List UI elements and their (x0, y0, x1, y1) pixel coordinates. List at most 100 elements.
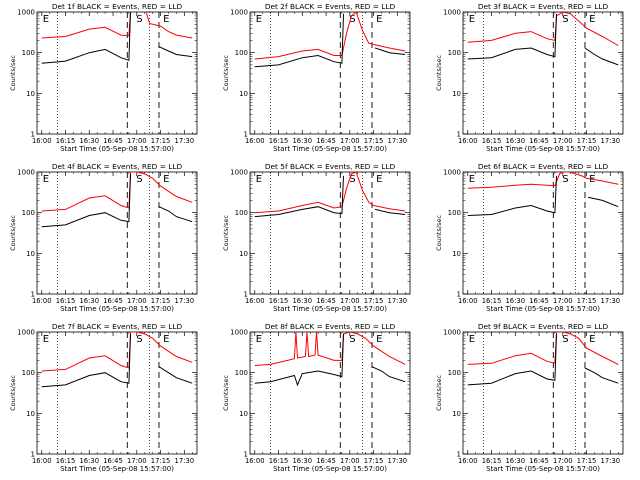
x-tick-label: 16:00 (458, 137, 478, 145)
event-marker-letter: S (136, 174, 142, 185)
panel-det-4: Det 4f BLACK = Events, RED = LLD 1 10 100 10… (9, 162, 198, 313)
event-marker-letter: S (562, 14, 568, 25)
series-line-events-black (41, 173, 193, 228)
y-tick-label: 100 (235, 209, 248, 217)
x-tick-label: 16:00 (245, 457, 265, 465)
panel-title: Det 4f BLACK = Events, RED = LLD (52, 162, 183, 171)
x-tick-label: 16:45 (103, 137, 123, 145)
x-tick-label: 16:45 (529, 137, 549, 145)
panel-title: Det 5f BLACK = Events, RED = LLD (265, 162, 396, 171)
x-tick-label: 17:00 (553, 297, 573, 305)
series-line-lld-red (41, 172, 193, 212)
panel-det-2: Det 2f BLACK = Events, RED = LLD 1 10 100 10… (222, 2, 411, 153)
event-marker-letter: S (349, 334, 355, 345)
series-line-lld-red (467, 12, 619, 46)
x-tick-label: 17:00 (127, 457, 147, 465)
x-tick-label: 16:45 (316, 457, 336, 465)
event-marker-letter: E (43, 14, 49, 25)
plot-frame (36, 11, 198, 135)
event-marker-letter: S (562, 334, 568, 345)
x-tick-label: 16:15 (269, 457, 289, 465)
event-marker-letter: E (469, 14, 475, 25)
x-tick-label: 17:15 (151, 297, 171, 305)
event-marker-letter: E (376, 14, 382, 25)
x-tick-label: 17:15 (364, 297, 384, 305)
x-tick-label: 16:30 (79, 457, 99, 465)
y-tick-label: 1 (244, 451, 248, 459)
x-tick-label: 17:15 (364, 457, 384, 465)
x-tick-label: 17:00 (127, 297, 147, 305)
x-tick-label: 17:15 (577, 297, 597, 305)
y-tick-label: 100 (448, 49, 461, 57)
series-line-events-black (467, 333, 619, 386)
y-tick-label: 1 (31, 131, 35, 139)
x-tick-label: 17:30 (601, 457, 621, 465)
x-tick-label: 16:30 (79, 137, 99, 145)
x-tick-label: 16:15 (482, 297, 502, 305)
event-marker-letter: E (163, 14, 169, 25)
y-tick-label: 10 (26, 410, 35, 418)
plot-frame (462, 331, 624, 455)
x-tick-label: 16:00 (32, 457, 52, 465)
y-tick-label: 1000 (230, 9, 248, 17)
y-tick-label: 10 (26, 90, 35, 98)
y-tick-label: 1000 (230, 329, 248, 337)
x-tick-label: 16:15 (269, 297, 289, 305)
y-tick-label: 1000 (230, 169, 248, 177)
event-marker-letter: S (562, 174, 568, 185)
x-tick-label: 16:15 (56, 297, 76, 305)
series-line-lld-red (254, 332, 406, 366)
x-tick-label: 16:30 (505, 297, 525, 305)
x-tick-label: 16:15 (482, 137, 502, 145)
event-marker-letter: E (43, 334, 49, 345)
x-tick-label: 17:00 (340, 137, 360, 145)
y-axis-label: Counts/sec (435, 55, 443, 91)
event-marker-letter: E (376, 174, 382, 185)
event-marker-letter: E (469, 174, 475, 185)
plot-frame (462, 11, 624, 135)
series-line-lld-red (41, 332, 193, 372)
plot-frame (36, 331, 198, 455)
event-marker-letter: S (136, 334, 142, 345)
x-tick-label: 17:30 (175, 297, 195, 305)
event-marker-letter: E (589, 334, 595, 345)
x-tick-label: 16:30 (292, 137, 312, 145)
x-tick-label: 16:00 (458, 457, 478, 465)
event-marker-letter: E (376, 334, 382, 345)
x-tick-label: 17:30 (388, 137, 408, 145)
x-tick-label: 17:15 (151, 457, 171, 465)
x-tick-label: 16:30 (292, 457, 312, 465)
x-tick-label: 16:30 (292, 297, 312, 305)
y-tick-label: 1 (244, 131, 248, 139)
plot-frame (249, 171, 411, 295)
series-line-events-black (41, 12, 193, 64)
y-tick-label: 100 (448, 369, 461, 377)
panel-det-5: Det 5f BLACK = Events, RED = LLD 1 10 100 10… (222, 162, 411, 313)
x-axis-label: Start Time (05-Sep-08 15:57:00) (273, 145, 387, 153)
x-axis-label: Start Time (05-Sep-08 15:57:00) (486, 305, 600, 313)
series-line-lld-red (254, 172, 406, 214)
panel-det-1: Det 1f BLACK = Events, RED = LLD 1 10 100 10… (9, 2, 198, 153)
panel-det-6: Det 6f BLACK = Events, RED = LLD 1 10 100 10… (435, 162, 624, 313)
y-axis-label: Counts/sec (222, 215, 230, 251)
event-marker-letter: S (349, 174, 355, 185)
plot-frame (249, 331, 411, 455)
y-axis-label: Counts/sec (435, 215, 443, 251)
series-line-events-black (467, 13, 619, 66)
x-tick-label: 16:00 (32, 137, 52, 145)
y-tick-label: 10 (239, 90, 248, 98)
event-marker-letter: E (43, 174, 49, 185)
y-tick-label: 100 (22, 49, 35, 57)
panel-title: Det 8f BLACK = Events, RED = LLD (265, 322, 396, 331)
x-tick-label: 16:45 (316, 297, 336, 305)
x-tick-label: 16:30 (505, 457, 525, 465)
panel-title: Det 7f BLACK = Events, RED = LLD (52, 322, 183, 331)
x-tick-label: 17:30 (388, 297, 408, 305)
series-line-lld-red (41, 12, 193, 39)
panel-title: Det 6f BLACK = Events, RED = LLD (478, 162, 609, 171)
y-axis-label: Counts/sec (9, 215, 17, 251)
y-tick-label: 1000 (443, 9, 461, 17)
y-tick-label: 1000 (17, 329, 35, 337)
x-axis-label: Start Time (05-Sep-08 15:57:00) (486, 145, 600, 153)
